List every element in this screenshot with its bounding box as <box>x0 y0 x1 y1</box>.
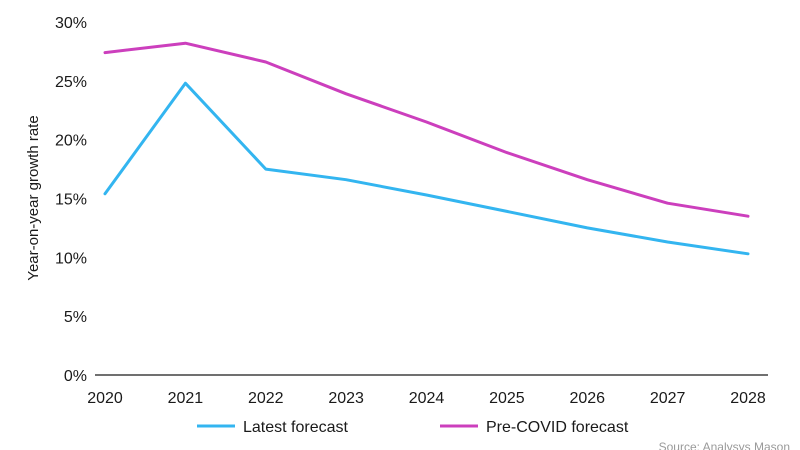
y-tick-label: 20% <box>55 133 87 150</box>
y-axis-title: Year-on-year growth rate <box>25 115 42 280</box>
source-note: Source: Analysys Mason <box>659 440 790 450</box>
legend-label: Latest forecast <box>243 419 349 436</box>
x-tick-label: 2022 <box>248 390 284 407</box>
y-tick-label: 15% <box>55 192 87 209</box>
x-tick-label: 2020 <box>87 390 123 407</box>
x-tick-label: 2023 <box>328 390 364 407</box>
y-tick-label: 0% <box>64 368 87 385</box>
y-tick-label: 25% <box>55 74 87 91</box>
series-line-latest-forecast <box>103 81 750 256</box>
x-axis-ticks: 2020 2021 2022 2023 2024 2025 2026 2027 2028 <box>87 390 766 407</box>
x-tick-label: 2027 <box>650 390 686 407</box>
series-line-pre-covid-forecast <box>103 41 750 218</box>
series-lines <box>103 41 750 256</box>
y-axis-title-group: Year-on-year growth rate <box>25 115 42 280</box>
x-tick-label: 2024 <box>409 390 445 407</box>
x-tick-label: 2021 <box>168 390 204 407</box>
y-tick-label: 10% <box>55 250 87 267</box>
x-tick-label: 2025 <box>489 390 525 407</box>
y-tick-label: 5% <box>64 309 87 326</box>
y-axis-ticks: 0% 5% 10% 15% 20% 25% 30% <box>55 15 87 385</box>
x-tick-label: 2026 <box>569 390 605 407</box>
y-tick-label: 30% <box>55 15 87 32</box>
x-tick-label: 2028 <box>730 390 766 407</box>
legend: Latest forecast Pre-COVID forecast <box>197 419 629 436</box>
legend-label: Pre-COVID forecast <box>486 419 629 436</box>
